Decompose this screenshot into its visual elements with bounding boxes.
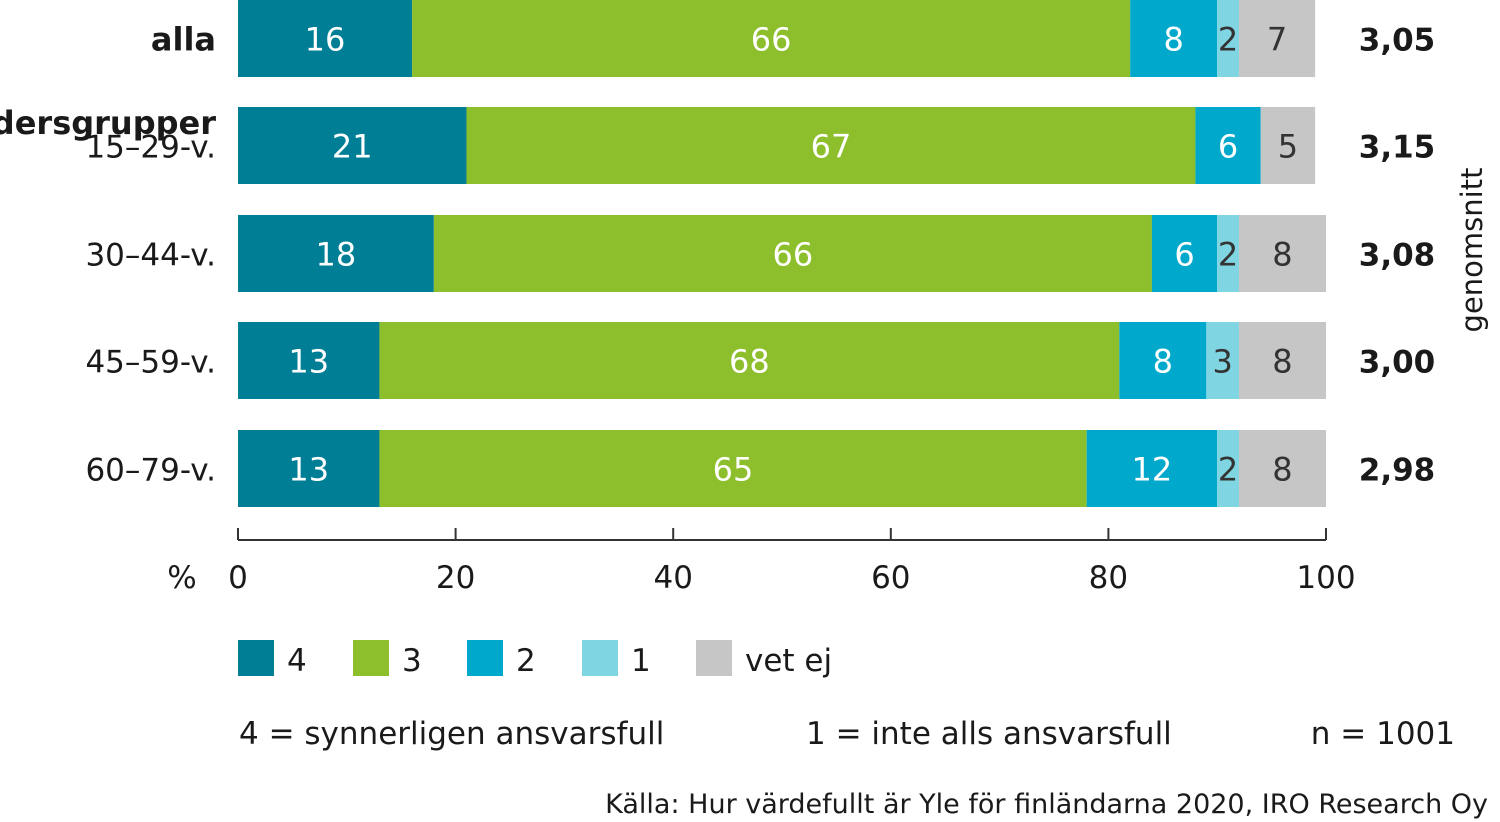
legend-swatch-3: [353, 640, 389, 676]
bar-segment-2-3: [1119, 322, 1207, 399]
average-value: 3,00: [1359, 345, 1436, 381]
category-label: 60–79-v.: [85, 453, 216, 489]
data-label: 12: [1132, 451, 1173, 489]
legend-swatch-2: [467, 640, 503, 676]
source-note: Källa: Hur värdefullt är Yle för finländ…: [605, 789, 1488, 820]
x-tick-label: 40: [653, 560, 692, 596]
average-value: 3,15: [1359, 130, 1436, 166]
bar-segment-4-2: [238, 215, 434, 292]
legend-swatch-vet-ej: [696, 640, 732, 676]
scale-note-low: 1 = inte alls ansvarsfull: [806, 716, 1172, 752]
bar-segment-3-3: [379, 322, 1120, 399]
legend-label: 4: [287, 643, 307, 679]
data-label: 16: [305, 21, 346, 59]
data-label: 2: [1218, 451, 1238, 489]
x-tick-label: 20: [436, 560, 475, 596]
legend-label: 1: [631, 643, 651, 679]
data-label: 21: [332, 128, 373, 166]
category-label: 15–29-v.: [85, 130, 216, 166]
bar-segment-1-3: [1206, 322, 1239, 399]
bars-layer: 16 66 8 2 721 67 6 518 66 6 2 813 68 8 3 813 65 12 2 8: [238, 0, 1326, 507]
data-label: 8: [1153, 343, 1173, 381]
bar-segment-2-1: [1195, 107, 1261, 184]
data-label: 3: [1212, 343, 1232, 381]
bar-segment-4-0: [238, 0, 413, 77]
bar-segment-3-1: [466, 107, 1196, 184]
data-label: 5: [1278, 128, 1298, 166]
bar-segment-vet-ej-3: [1238, 322, 1326, 399]
data-label: 7: [1267, 21, 1287, 59]
bar-segment-3-4: [379, 430, 1087, 507]
data-label: 6: [1218, 128, 1238, 166]
bar-segment-4-4: [238, 430, 380, 507]
bar-segment-vet-ej-0: [1238, 0, 1316, 77]
x-tick-label: 100: [1296, 560, 1355, 596]
data-label: 66: [773, 236, 814, 274]
bar-segment-vet-ej-2: [1238, 215, 1326, 292]
average-value: 2,98: [1359, 453, 1436, 489]
category-label: 30–44-v.: [85, 238, 216, 274]
category-label: 45–59-v.: [85, 345, 216, 381]
x-tick-label: 80: [1089, 560, 1128, 596]
category-labels: alla 15–29-v. 30–44-v. 45–59-v. 60–79-v. ålde…: [0, 21, 216, 489]
group-heading: åldersgrupper: [0, 104, 216, 142]
bar-segment-2-2: [1151, 215, 1218, 292]
x-axis: 0 20 40 60 80 100%: [167, 528, 1356, 596]
bar-segment-4-1: [238, 107, 467, 184]
averages-column: 3,05 3,15 3,08 3,00 2,98: [1359, 23, 1436, 489]
average-value: 3,05: [1359, 23, 1436, 59]
legend-swatch-1: [582, 640, 618, 676]
data-label: 6: [1174, 236, 1194, 274]
category-label: alla: [151, 21, 216, 59]
bar-segment-3-2: [433, 215, 1152, 292]
bar-segment-4-3: [238, 322, 380, 399]
legend-label: 2: [516, 643, 536, 679]
sample-size: n = 1001: [1311, 716, 1455, 752]
data-label: 65: [713, 451, 754, 489]
bar-segment-vet-ej-1: [1260, 107, 1316, 184]
bar-segment-vet-ej-4: [1238, 430, 1326, 507]
bar-segment-1-2: [1217, 215, 1239, 292]
data-label: 2: [1218, 21, 1238, 59]
data-label: 13: [288, 343, 329, 381]
data-label: 8: [1272, 236, 1292, 274]
data-label: 2: [1218, 236, 1238, 274]
legend-label: vet ej: [745, 643, 832, 679]
data-label: 8: [1164, 21, 1184, 59]
data-label: 66: [751, 21, 792, 59]
x-tick-label: 0: [228, 560, 248, 596]
legend-label: 3: [402, 643, 422, 679]
bar-segment-1-0: [1217, 0, 1239, 77]
data-label: 18: [316, 236, 357, 274]
legend: 4 3 2 1 vet ej: [238, 640, 832, 679]
bar-segment-2-0: [1130, 0, 1218, 77]
data-label: 8: [1272, 343, 1292, 381]
average-value: 3,08: [1359, 238, 1436, 274]
data-label: 8: [1272, 451, 1292, 489]
bar-segment-3-0: [412, 0, 1131, 77]
scale-note-high: 4 = synnerligen ansvarsfull: [239, 716, 664, 752]
legend-swatch-4: [238, 640, 274, 676]
averages-label: genomsnitt: [1455, 168, 1489, 333]
bar-segment-2-4: [1086, 430, 1218, 507]
data-label: 67: [811, 128, 852, 166]
x-unit-label: %: [167, 560, 196, 596]
x-tick-label: 60: [871, 560, 910, 596]
bar-segment-1-4: [1217, 430, 1239, 507]
data-label: 13: [288, 451, 329, 489]
data-label: 68: [729, 343, 770, 381]
